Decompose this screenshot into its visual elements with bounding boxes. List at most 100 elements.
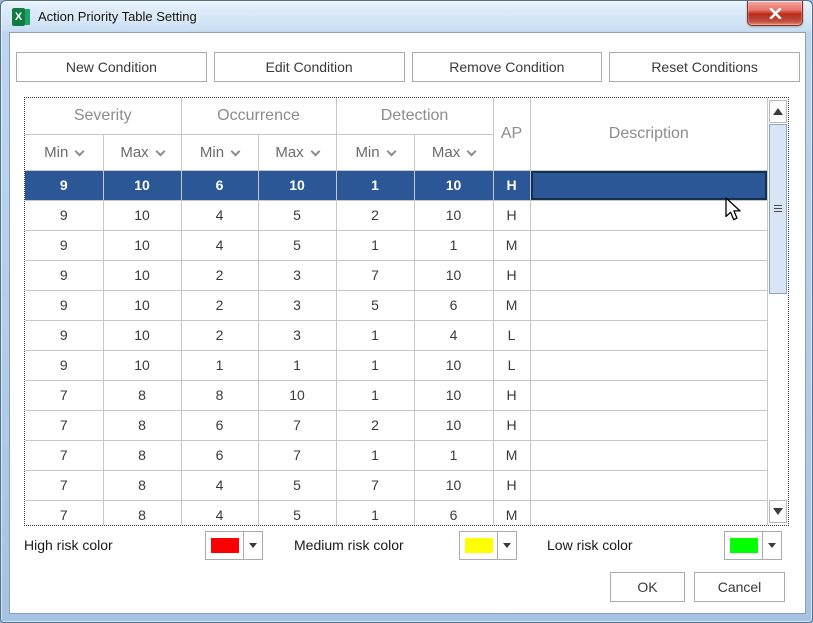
scroll-up-button[interactable] (769, 100, 788, 123)
cell-description[interactable] (529, 469, 768, 501)
table-row[interactable]: 9 10 2 3 5 6 M (25, 289, 768, 321)
cell-detection-min[interactable]: 2 (335, 199, 415, 231)
cell-severity-min[interactable]: 7 (25, 499, 104, 525)
detection-max-header[interactable]: Max (413, 133, 494, 171)
cell-occurrence-min[interactable]: 1 (180, 349, 259, 381)
cell-ap[interactable]: H (492, 409, 531, 441)
cell-severity-min[interactable]: 7 (25, 379, 104, 411)
cell-severity-max[interactable]: 10 (102, 349, 182, 381)
cell-ap[interactable]: M (492, 229, 531, 261)
cell-detection-min[interactable]: 7 (335, 469, 415, 501)
cell-detection-min[interactable]: 5 (335, 289, 415, 321)
cell-occurrence-max[interactable]: 5 (257, 469, 337, 501)
color-dropdown-button[interactable] (243, 531, 262, 559)
risk-color-picker[interactable] (724, 530, 782, 560)
cell-description[interactable] (529, 199, 768, 231)
table-row[interactable]: 7 8 6 7 2 10 H (25, 409, 768, 441)
cell-description[interactable] (529, 409, 768, 441)
scroll-down-button[interactable] (769, 500, 788, 523)
chevron-down-icon[interactable] (74, 146, 85, 156)
cell-detection-min[interactable]: 1 (335, 169, 415, 201)
chevron-down-icon[interactable] (230, 146, 241, 156)
table-row[interactable]: 7 8 6 7 1 1 M (25, 439, 768, 471)
cell-occurrence-min[interactable]: 2 (180, 319, 259, 351)
cell-description[interactable] (529, 379, 768, 411)
cell-detection-min[interactable]: 1 (335, 349, 415, 381)
cell-severity-min[interactable]: 9 (25, 169, 104, 201)
table-row[interactable]: 9 10 6 10 1 10 H (25, 169, 768, 201)
ok-button[interactable]: OK (610, 572, 685, 602)
cell-description[interactable] (529, 229, 768, 261)
cell-detection-min[interactable]: 2 (335, 409, 415, 441)
cell-severity-max[interactable]: 8 (102, 439, 182, 471)
table-row[interactable]: 9 10 2 3 7 10 H (25, 259, 768, 291)
reset-conditions-button[interactable]: Reset Conditions (609, 52, 800, 82)
cell-description[interactable] (529, 439, 768, 471)
cell-occurrence-max[interactable]: 3 (257, 319, 337, 351)
cell-detection-max[interactable]: 10 (413, 259, 494, 291)
cell-severity-min[interactable]: 9 (25, 349, 104, 381)
cell-detection-max[interactable]: 10 (413, 379, 494, 411)
cell-ap[interactable]: H (492, 469, 531, 501)
cell-detection-min[interactable]: 7 (335, 259, 415, 291)
cell-description[interactable] (529, 289, 768, 321)
cell-occurrence-max[interactable]: 5 (257, 199, 337, 231)
occurrence-min-header[interactable]: Min (180, 133, 259, 171)
color-swatch-button[interactable] (725, 532, 762, 559)
cell-occurrence-min[interactable]: 4 (180, 229, 259, 261)
cell-occurrence-min[interactable]: 6 (180, 409, 259, 441)
cell-occurrence-max[interactable]: 3 (257, 259, 337, 291)
cell-ap[interactable]: M (492, 499, 531, 525)
detection-min-header[interactable]: Min (335, 133, 415, 171)
cell-detection-max[interactable]: 1 (413, 229, 494, 261)
cell-description[interactable] (529, 169, 768, 201)
new-condition-button[interactable]: New Condition (16, 52, 207, 82)
vertical-scrollbar[interactable] (767, 98, 788, 525)
cell-occurrence-min[interactable]: 2 (180, 259, 259, 291)
cell-detection-max[interactable]: 10 (413, 349, 494, 381)
scrollbar-thumb[interactable] (769, 124, 788, 294)
cell-severity-max[interactable]: 10 (102, 289, 182, 321)
cell-ap[interactable]: L (492, 319, 531, 351)
color-swatch-button[interactable] (460, 532, 497, 559)
cell-severity-max[interactable]: 8 (102, 499, 182, 525)
color-swatch-button[interactable] (206, 532, 243, 559)
cancel-button[interactable]: Cancel (694, 572, 785, 602)
cell-detection-max[interactable]: 10 (413, 199, 494, 231)
table-row[interactable]: 9 10 1 1 1 10 L (25, 349, 768, 381)
cell-severity-max[interactable]: 10 (102, 199, 182, 231)
cell-occurrence-max[interactable]: 5 (257, 229, 337, 261)
cell-occurrence-min[interactable]: 8 (180, 379, 259, 411)
cell-ap[interactable]: H (492, 259, 531, 291)
cell-occurrence-min[interactable]: 4 (180, 199, 259, 231)
cell-description[interactable] (529, 499, 768, 525)
cell-severity-max[interactable]: 10 (102, 319, 182, 351)
cell-ap[interactable]: H (492, 169, 531, 201)
cell-occurrence-max[interactable]: 10 (257, 169, 337, 201)
cell-detection-min[interactable]: 1 (335, 499, 415, 525)
risk-color-picker[interactable] (205, 530, 263, 560)
cell-detection-max[interactable]: 1 (413, 439, 494, 471)
cell-severity-max[interactable]: 8 (102, 409, 182, 441)
color-dropdown-button[interactable] (762, 531, 781, 559)
risk-color-picker[interactable] (459, 530, 517, 560)
cell-detection-max[interactable]: 10 (413, 169, 494, 201)
cell-occurrence-max[interactable]: 1 (257, 349, 337, 381)
cell-detection-min[interactable]: 1 (335, 319, 415, 351)
cell-occurrence-min[interactable]: 4 (180, 469, 259, 501)
cell-ap[interactable]: L (492, 349, 531, 381)
table-row[interactable]: 7 8 8 10 1 10 H (25, 379, 768, 411)
cell-occurrence-min[interactable]: 6 (180, 439, 259, 471)
remove-condition-button[interactable]: Remove Condition (411, 52, 603, 82)
cell-description[interactable] (529, 349, 768, 381)
cell-severity-max[interactable]: 8 (102, 379, 182, 411)
cell-occurrence-min[interactable]: 6 (180, 169, 259, 201)
cell-occurrence-min[interactable]: 4 (180, 499, 259, 525)
cell-severity-max[interactable]: 8 (102, 469, 182, 501)
title-bar[interactable]: X Action Priority Table Setting (1, 1, 812, 32)
cell-detection-min[interactable]: 1 (335, 439, 415, 471)
cell-detection-max[interactable]: 10 (413, 409, 494, 441)
cell-severity-min[interactable]: 7 (25, 409, 104, 441)
cell-detection-max[interactable]: 6 (413, 289, 494, 321)
cell-ap[interactable]: M (492, 289, 531, 321)
